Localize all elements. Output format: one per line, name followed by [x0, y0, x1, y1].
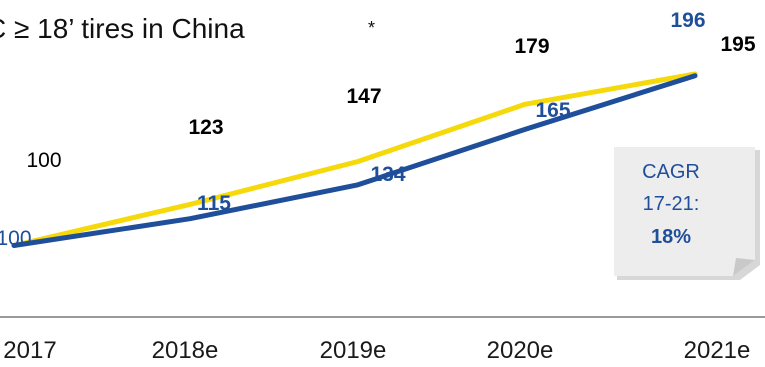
- upper-label-2021e: 195: [720, 33, 755, 56]
- upper-label-2018e: 123: [188, 116, 223, 139]
- lower-label-2018e: 115: [197, 192, 231, 215]
- cagr-note-line3: 18%: [651, 226, 691, 248]
- lower-label-2019e: 134: [370, 163, 405, 186]
- upper-label-2017: 100: [26, 149, 61, 172]
- cagr-note: CAGR 17-21: 18%: [614, 147, 760, 280]
- title-footnote-marker: *: [368, 18, 375, 38]
- lower-value-labels: 100 115 134 165 196: [0, 9, 706, 250]
- cagr-note-paper: [614, 147, 755, 276]
- x-tick-label-2019e: 2019e: [320, 337, 387, 364]
- x-tick-label-2018e: 2018e: [152, 337, 219, 364]
- upper-label-2019e: 147: [346, 85, 381, 108]
- lower-label-2017: 100: [0, 227, 32, 250]
- cagr-note-line2: 17-21:: [643, 193, 700, 215]
- cagr-note-line1: CAGR: [642, 161, 700, 183]
- upper-label-2020e: 179: [514, 35, 549, 58]
- chart-title: C ≥ 18’ tires in China: [0, 13, 245, 44]
- x-tick-label-2021e: 2021e: [684, 337, 751, 364]
- lower-label-2021e: 196: [670, 9, 705, 32]
- series-line-blue: [11, 73, 698, 248]
- upper-value-labels: 100 123 147 179 195: [26, 33, 755, 172]
- lower-label-2020e: 165: [535, 99, 570, 122]
- cagr-note-fold: [733, 258, 755, 276]
- x-tick-label-2017: 2017: [3, 337, 56, 364]
- x-tick-label-2020e: 2020e: [487, 337, 554, 364]
- x-axis-tick-labels: 2017 2018e 2019e 2020e 2021e: [3, 337, 750, 364]
- series-line-yellow: [11, 71, 698, 248]
